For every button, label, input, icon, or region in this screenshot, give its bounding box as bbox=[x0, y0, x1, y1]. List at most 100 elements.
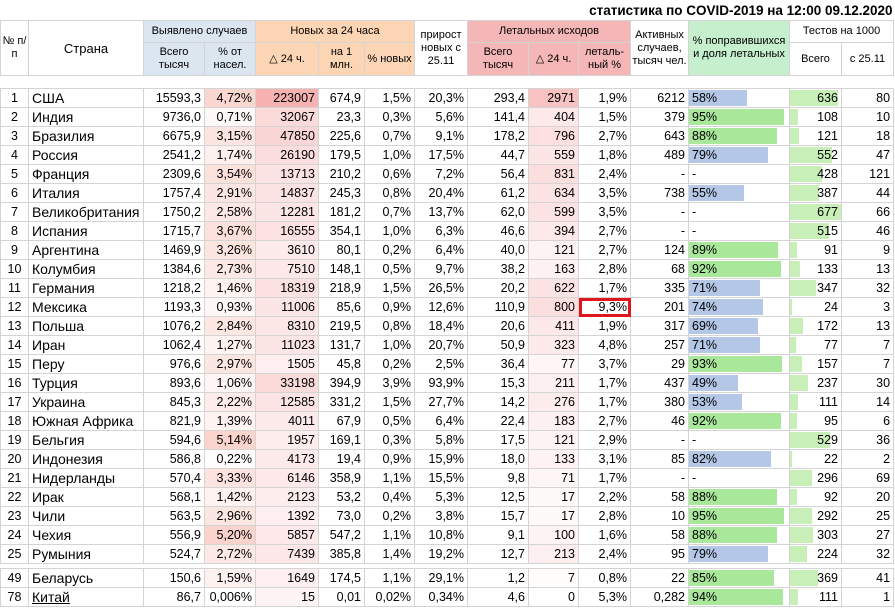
cell-text: 80,1 bbox=[336, 243, 361, 257]
cell-text: 169,1 bbox=[329, 433, 361, 447]
header: Активных случаев, тысяч чел. bbox=[630, 20, 689, 76]
cell: 1757,4 bbox=[143, 183, 205, 203]
cell: 13713 bbox=[255, 164, 319, 184]
country: Иран bbox=[28, 335, 144, 355]
cell-text: 599 bbox=[554, 205, 575, 219]
header: Тестов на 1000 bbox=[788, 20, 895, 43]
cell-text: 317 bbox=[664, 319, 685, 333]
cell-text: Беларусь bbox=[32, 570, 94, 586]
cell: 559 bbox=[528, 145, 579, 165]
cell-text: 1,46% bbox=[216, 281, 252, 295]
cell: 41 bbox=[840, 568, 895, 588]
data-bar bbox=[689, 261, 781, 277]
cell: 2,8% bbox=[578, 259, 631, 279]
cell: 141,4 bbox=[467, 107, 529, 127]
cell: 1,0% bbox=[364, 335, 415, 355]
cell: 179,5 bbox=[318, 145, 365, 165]
cell: 85,6 bbox=[318, 297, 365, 317]
cell: 0,7% bbox=[364, 126, 415, 146]
cell-text: 1,8% bbox=[598, 148, 628, 162]
cell-text: 3,5% bbox=[598, 186, 628, 200]
cell-text: 218,9 bbox=[329, 281, 361, 295]
title: статистика по COVID-2019 на 12:00 09.12.… bbox=[589, 2, 893, 18]
cell: 1062,4 bbox=[143, 335, 205, 355]
cell-text: 821,9 bbox=[169, 414, 201, 428]
cell-text: 10 bbox=[876, 110, 891, 124]
cell: 643 bbox=[630, 126, 689, 146]
cell: 88% bbox=[688, 487, 790, 507]
cell: 893,6 bbox=[143, 373, 205, 393]
cell-text: 224 bbox=[817, 547, 838, 561]
cell-text: 1715,7 bbox=[162, 224, 201, 238]
cell: 1649 bbox=[255, 568, 319, 588]
cell: 5,20% bbox=[204, 525, 256, 545]
cell-text: 223007 bbox=[273, 91, 315, 105]
cell-text: 1,2 bbox=[507, 571, 525, 585]
cell: 79% bbox=[688, 145, 790, 165]
cell: 62,0 bbox=[467, 202, 529, 222]
cell: 387 bbox=[789, 183, 842, 203]
cell-text: 15,7 bbox=[500, 509, 525, 523]
cell: 181,2 bbox=[318, 202, 365, 222]
header: % от насел. bbox=[204, 42, 256, 76]
cell-text: 13713 bbox=[280, 167, 315, 181]
cell-text: 9736,0 bbox=[162, 110, 201, 124]
cell: 225,6 bbox=[318, 126, 365, 146]
cell: 0,01 bbox=[318, 587, 365, 607]
country: Перу bbox=[28, 354, 144, 374]
cell: 2,5% bbox=[414, 354, 468, 374]
cell: 18319 bbox=[255, 278, 319, 298]
cell-text: 489 bbox=[664, 148, 685, 162]
cell-text: 4011 bbox=[288, 414, 315, 428]
cell-text: 0,9% bbox=[382, 452, 412, 466]
cell-text: 20 bbox=[7, 452, 22, 466]
row: 8 Испания 1715,7 3,67% 16555 354,1 1,0% 6,3% 46,… bbox=[0, 221, 895, 241]
cell: 1 bbox=[840, 587, 895, 607]
cell: 46,6 bbox=[467, 221, 529, 241]
cell-text: 6,3% bbox=[435, 224, 465, 238]
row: 24 Чехия 556,9 5,20% 5857 547,2 1,1% 10,8% 9,1 10… bbox=[0, 525, 895, 545]
cell-text: 1,7% bbox=[598, 281, 628, 295]
cell: 15,5% bbox=[414, 468, 468, 488]
cell-text: 0,3% bbox=[382, 433, 412, 447]
cell-text: 32 bbox=[876, 547, 891, 561]
cell-text: 6,4% bbox=[435, 414, 465, 428]
header: Новых за 24 часа bbox=[255, 20, 415, 43]
cell-text: 210,2 bbox=[329, 167, 361, 181]
cell: 49% bbox=[688, 373, 790, 393]
cell-text: 121 bbox=[554, 433, 575, 447]
cell-text: 331,2 bbox=[329, 395, 361, 409]
country: Бельгия bbox=[28, 430, 144, 450]
row: 12 Мексика 1193,3 0,93% 11006 85,6 0,9% 12,6% 11… bbox=[0, 297, 895, 317]
cell: 66 bbox=[840, 202, 895, 222]
spacer bbox=[0, 75, 894, 89]
cell-text: 36,4 bbox=[500, 357, 525, 371]
cell-text: 13,7% bbox=[428, 205, 464, 219]
cell-text: - bbox=[680, 433, 685, 447]
data-bar bbox=[790, 394, 799, 410]
cell: 1,39% bbox=[204, 411, 256, 431]
cell: 11006 bbox=[255, 297, 319, 317]
row: 10 Колумбия 1384,6 2,73% 7510 148,1 0,5% 9,7% 38… bbox=[0, 259, 895, 279]
cell: 2,96% bbox=[204, 506, 256, 526]
cell: 411 bbox=[528, 316, 579, 336]
cell: 148,1 bbox=[318, 259, 365, 279]
cell: 224 bbox=[789, 544, 842, 564]
cell-text: 79% bbox=[692, 148, 718, 162]
data-bar bbox=[689, 413, 781, 429]
cell-text: США bbox=[32, 90, 65, 106]
cell: 1,0% bbox=[364, 221, 415, 241]
data-bar bbox=[689, 546, 768, 562]
country: Великобритания bbox=[28, 202, 144, 222]
cell-text: 53,2 bbox=[336, 490, 361, 504]
cell: 14837 bbox=[255, 183, 319, 203]
cell: 15,9% bbox=[414, 449, 468, 469]
cell: 124 bbox=[630, 240, 689, 260]
cell-text: 17,5% bbox=[428, 148, 464, 162]
cell: 515 bbox=[789, 221, 842, 241]
cell: 489 bbox=[630, 145, 689, 165]
cell: 16555 bbox=[255, 221, 319, 241]
cell: 89% bbox=[688, 240, 790, 260]
cell: 379 bbox=[630, 107, 689, 127]
cell-text: 0,7% bbox=[382, 129, 412, 143]
